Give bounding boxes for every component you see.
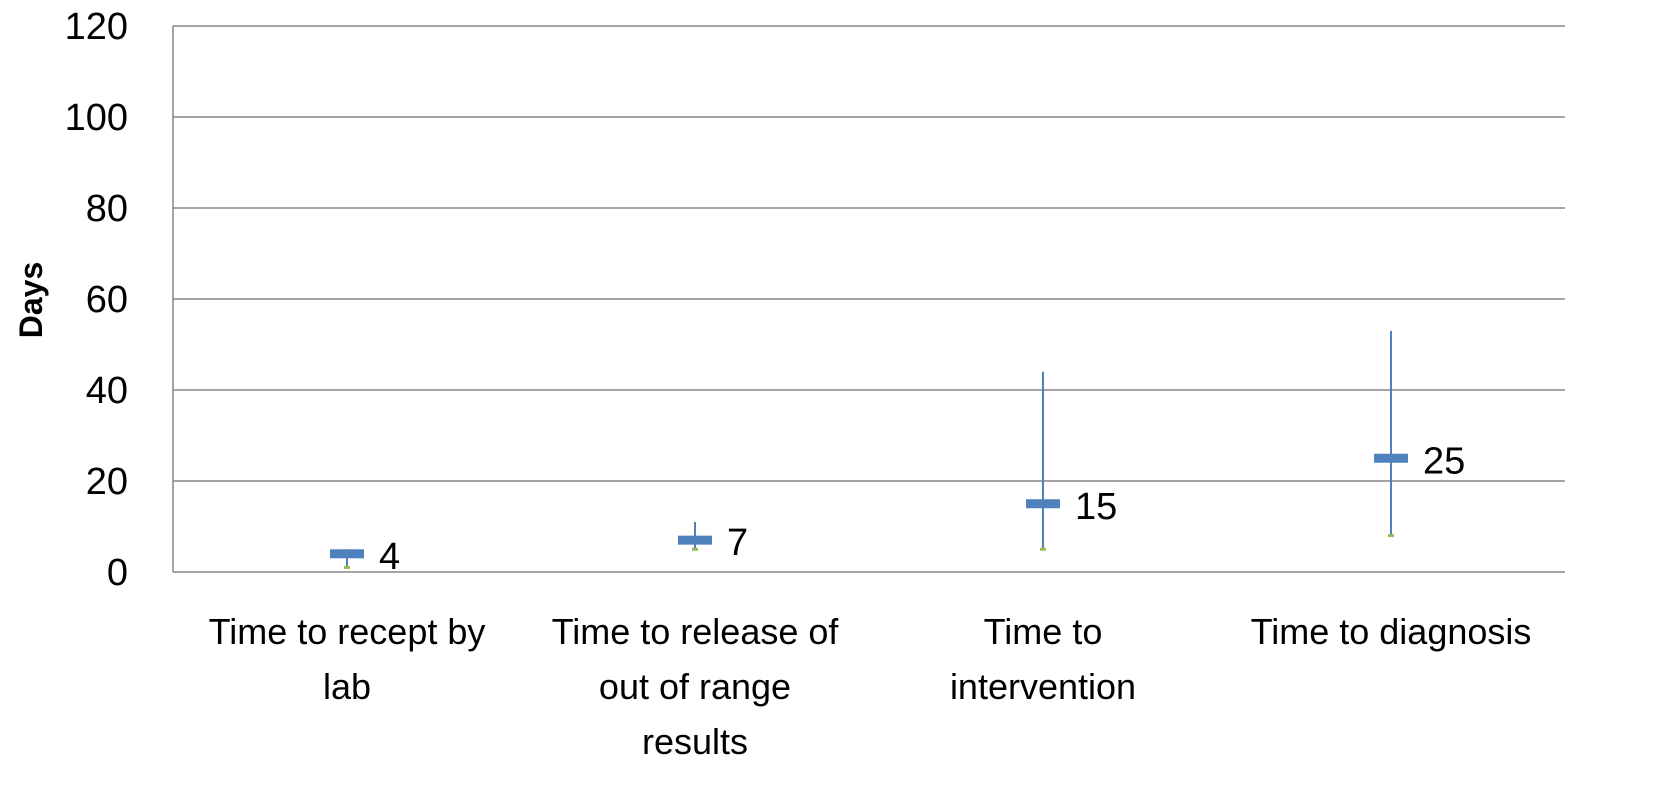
x-category-label-line: intervention [950, 666, 1136, 707]
value-marker [678, 535, 712, 545]
x-category-label-line: Time to diagnosis [1251, 611, 1532, 652]
low-marker [344, 565, 350, 569]
x-category-label-line: Time to recept by [209, 611, 486, 652]
x-category-label: Time to diagnosis [1251, 611, 1532, 652]
data-label: 15 [1075, 486, 1117, 528]
y-tick-label: 80 [86, 188, 128, 230]
x-category-label: Time to recept by lab [209, 611, 486, 707]
y-tick-label: 20 [86, 461, 128, 503]
data-labels: 4 7 15 25 [379, 440, 1465, 578]
y-axis-title: Days [13, 262, 49, 339]
gridlines [173, 25, 1565, 482]
value-marker [1374, 453, 1408, 463]
y-tick-label: 100 [65, 97, 128, 139]
y-tick-label: 60 [86, 279, 128, 321]
axes [172, 26, 1565, 573]
value-marker [330, 549, 364, 559]
x-category-label-line: Time to [984, 611, 1103, 652]
x-category-label-line: Time to release of [552, 611, 840, 652]
data-label: 7 [727, 522, 748, 564]
low-marker [1388, 534, 1394, 538]
y-tick-label: 40 [86, 370, 128, 412]
value-marker [1026, 499, 1060, 509]
low-marker [1040, 547, 1046, 551]
low-marker [692, 547, 698, 551]
x-category-label: Time to intervention [950, 611, 1136, 707]
y-tick-labels: 0 20 40 60 80 100 120 [65, 6, 128, 594]
x-category-label-line: lab [323, 666, 371, 707]
x-category-label-line: out of range [599, 666, 791, 707]
y-tick-label: 0 [107, 552, 128, 594]
x-category-label-line: results [642, 721, 748, 762]
data-label: 25 [1423, 440, 1465, 482]
y-tick-label: 120 [65, 6, 128, 48]
data-label: 4 [379, 536, 400, 578]
x-category-labels: Time to recept by lab Time to release of ou… [209, 611, 1532, 762]
data-marks [330, 330, 1408, 569]
x-category-label: Time to release of out of range results [552, 611, 840, 762]
